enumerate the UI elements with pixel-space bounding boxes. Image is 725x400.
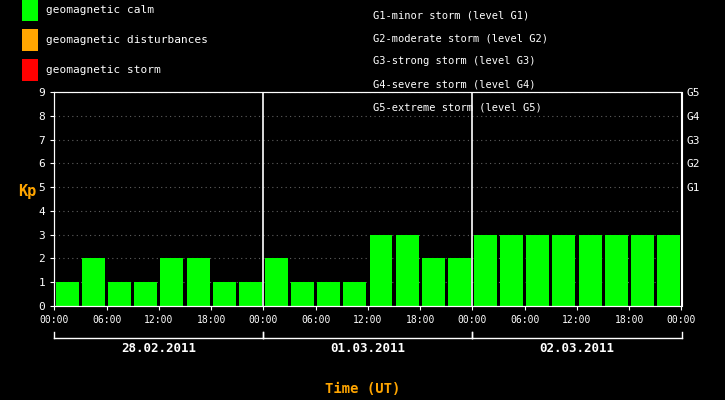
Bar xyxy=(186,258,210,306)
Bar xyxy=(291,282,314,306)
Text: geomagnetic disturbances: geomagnetic disturbances xyxy=(46,35,208,45)
Text: 02.03.2011: 02.03.2011 xyxy=(539,342,615,355)
Bar xyxy=(396,235,418,306)
Bar xyxy=(500,235,523,306)
Text: geomagnetic storm: geomagnetic storm xyxy=(46,65,161,75)
Text: 28.02.2011: 28.02.2011 xyxy=(121,342,196,355)
Bar xyxy=(422,258,444,306)
Bar xyxy=(212,282,236,306)
Text: G3-strong storm (level G3): G3-strong storm (level G3) xyxy=(373,56,536,66)
Bar xyxy=(134,282,157,306)
Bar xyxy=(526,235,550,306)
Bar xyxy=(631,235,654,306)
Bar xyxy=(657,235,680,306)
Text: G5-extreme storm (level G5): G5-extreme storm (level G5) xyxy=(373,103,542,113)
Bar xyxy=(318,282,340,306)
Text: G4-severe storm (level G4): G4-severe storm (level G4) xyxy=(373,80,536,90)
Bar xyxy=(239,282,262,306)
Y-axis label: Kp: Kp xyxy=(18,184,36,199)
Bar xyxy=(579,235,602,306)
Bar xyxy=(474,235,497,306)
Bar xyxy=(552,235,576,306)
Bar xyxy=(56,282,79,306)
Bar xyxy=(370,235,392,306)
Bar xyxy=(448,258,471,306)
Bar xyxy=(605,235,628,306)
Bar xyxy=(82,258,105,306)
Text: 01.03.2011: 01.03.2011 xyxy=(331,342,405,355)
Bar xyxy=(108,282,131,306)
Bar xyxy=(344,282,366,306)
Text: geomagnetic calm: geomagnetic calm xyxy=(46,5,154,15)
Bar xyxy=(265,258,288,306)
Text: G2-moderate storm (level G2): G2-moderate storm (level G2) xyxy=(373,33,548,43)
Bar xyxy=(160,258,183,306)
Text: Time (UT): Time (UT) xyxy=(325,382,400,396)
Text: G1-minor storm (level G1): G1-minor storm (level G1) xyxy=(373,10,530,20)
